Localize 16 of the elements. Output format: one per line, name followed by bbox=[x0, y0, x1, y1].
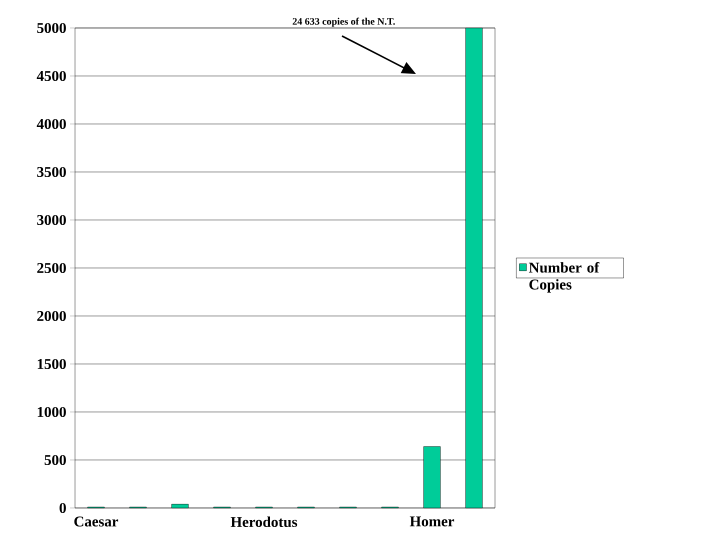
y-tick-label: 5000 bbox=[37, 22, 66, 34]
x-tick-label: Caesar bbox=[74, 516, 118, 527]
y-tick-label: 3500 bbox=[37, 166, 66, 178]
x-tick-label: Herodotus bbox=[230, 516, 298, 528]
y-tick-label: 1000 bbox=[38, 406, 66, 418]
y-tick-label: 3000 bbox=[37, 214, 66, 226]
y-tick-label: 1500 bbox=[38, 358, 66, 370]
y-tick-label: 500 bbox=[44, 454, 66, 466]
legend-label: Number of Copies bbox=[528, 262, 600, 293]
y-tick-label: 2500 bbox=[37, 262, 66, 274]
x-tick-label: Homer bbox=[410, 516, 454, 526]
y-tick-label: 2000 bbox=[37, 310, 66, 322]
text: 24 633 copies of the N.T. bbox=[292, 18, 395, 27]
y-tick-label: 4500 bbox=[36, 70, 66, 82]
y-tick-label: 4000 bbox=[36, 118, 66, 130]
y-tick-label: 0 bbox=[60, 502, 66, 514]
